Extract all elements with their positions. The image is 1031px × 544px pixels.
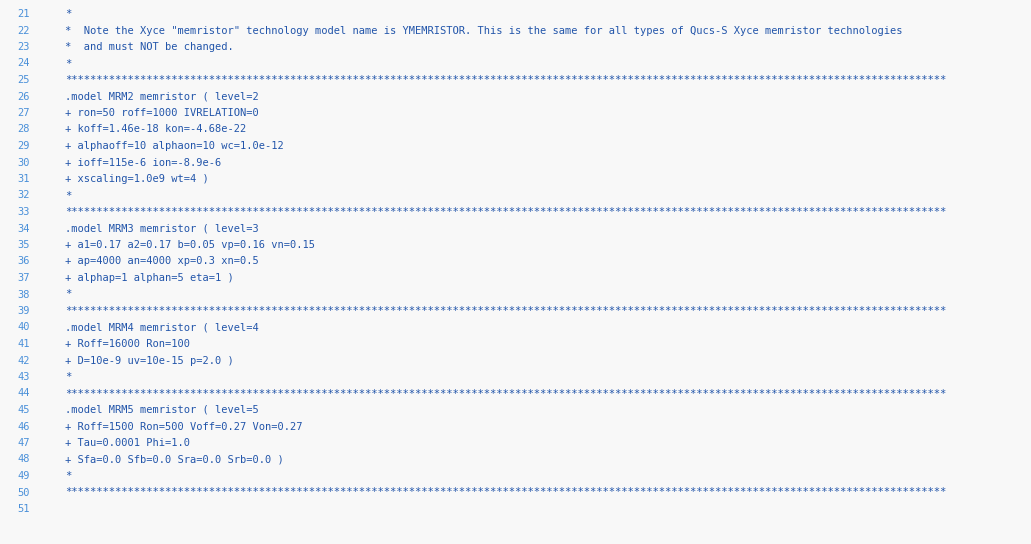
Text: + alphaoff=10 alphaon=10 wc=1.0e-12: + alphaoff=10 alphaon=10 wc=1.0e-12 (65, 141, 284, 151)
Text: *: * (65, 289, 71, 300)
Text: 36: 36 (18, 257, 30, 267)
Text: 49: 49 (18, 471, 30, 481)
Text: ********************************************************************************: ****************************************… (65, 487, 946, 498)
Text: 21: 21 (18, 9, 30, 19)
Text: + Roff=16000 Ron=100: + Roff=16000 Ron=100 (65, 339, 190, 349)
Text: + ioff=115e-6 ion=-8.9e-6: + ioff=115e-6 ion=-8.9e-6 (65, 158, 222, 168)
Text: + a1=0.17 a2=0.17 b=0.05 vp=0.16 vn=0.15: + a1=0.17 a2=0.17 b=0.05 vp=0.16 vn=0.15 (65, 240, 315, 250)
Text: 35: 35 (18, 240, 30, 250)
Text: 34: 34 (18, 224, 30, 233)
Text: + Sfa=0.0 Sfb=0.0 Sra=0.0 Srb=0.0 ): + Sfa=0.0 Sfb=0.0 Sra=0.0 Srb=0.0 ) (65, 454, 284, 465)
Text: 39: 39 (18, 306, 30, 316)
Text: .model MRM2 memristor ( level=2: .model MRM2 memristor ( level=2 (65, 91, 259, 102)
Text: 51: 51 (18, 504, 30, 514)
Text: 48: 48 (18, 454, 30, 465)
Text: 41: 41 (18, 339, 30, 349)
Text: *: * (65, 59, 71, 69)
Text: .model MRM5 memristor ( level=5: .model MRM5 memristor ( level=5 (65, 405, 259, 415)
Text: ********************************************************************************: ****************************************… (65, 75, 946, 85)
Text: 22: 22 (18, 26, 30, 35)
Text: 31: 31 (18, 174, 30, 184)
Text: ********************************************************************************: ****************************************… (65, 207, 946, 217)
Text: + koff=1.46e-18 kon=-4.68e-22: + koff=1.46e-18 kon=-4.68e-22 (65, 125, 246, 134)
Text: 45: 45 (18, 405, 30, 415)
Text: 44: 44 (18, 388, 30, 399)
Text: + Roff=1500 Ron=500 Voff=0.27 Von=0.27: + Roff=1500 Ron=500 Voff=0.27 Von=0.27 (65, 422, 302, 431)
Text: + Tau=0.0001 Phi=1.0: + Tau=0.0001 Phi=1.0 (65, 438, 190, 448)
Text: 37: 37 (18, 273, 30, 283)
Text: + D=10e-9 uv=10e-15 p=2.0 ): + D=10e-9 uv=10e-15 p=2.0 ) (65, 355, 234, 366)
Text: *  Note the Xyce "memristor" technology model name is YMEMRISTOR. This is the sa: * Note the Xyce "memristor" technology m… (65, 26, 902, 35)
Text: 42: 42 (18, 355, 30, 366)
Text: 32: 32 (18, 190, 30, 201)
Text: 33: 33 (18, 207, 30, 217)
Text: 24: 24 (18, 59, 30, 69)
Text: .model MRM3 memristor ( level=3: .model MRM3 memristor ( level=3 (65, 224, 259, 233)
Text: + alphap=1 alphan=5 eta=1 ): + alphap=1 alphan=5 eta=1 ) (65, 273, 234, 283)
Text: 40: 40 (18, 323, 30, 332)
Text: 29: 29 (18, 141, 30, 151)
Text: 26: 26 (18, 91, 30, 102)
Text: 50: 50 (18, 487, 30, 498)
Text: *: * (65, 190, 71, 201)
Text: 47: 47 (18, 438, 30, 448)
Text: 30: 30 (18, 158, 30, 168)
Text: *: * (65, 9, 71, 19)
Text: .model MRM4 memristor ( level=4: .model MRM4 memristor ( level=4 (65, 323, 259, 332)
Text: *  and must NOT be changed.: * and must NOT be changed. (65, 42, 234, 52)
Text: + ap=4000 an=4000 xp=0.3 xn=0.5: + ap=4000 an=4000 xp=0.3 xn=0.5 (65, 257, 259, 267)
Text: ********************************************************************************: ****************************************… (65, 388, 946, 399)
Text: 25: 25 (18, 75, 30, 85)
Text: *: * (65, 372, 71, 382)
Text: 38: 38 (18, 289, 30, 300)
Text: 46: 46 (18, 422, 30, 431)
Text: 28: 28 (18, 125, 30, 134)
Text: ********************************************************************************: ****************************************… (65, 306, 946, 316)
Text: + ron=50 roff=1000 IVRELATION=0: + ron=50 roff=1000 IVRELATION=0 (65, 108, 259, 118)
Text: + xscaling=1.0e9 wt=4 ): + xscaling=1.0e9 wt=4 ) (65, 174, 208, 184)
Text: 27: 27 (18, 108, 30, 118)
Text: *: * (65, 471, 71, 481)
Text: 43: 43 (18, 372, 30, 382)
Text: 23: 23 (18, 42, 30, 52)
